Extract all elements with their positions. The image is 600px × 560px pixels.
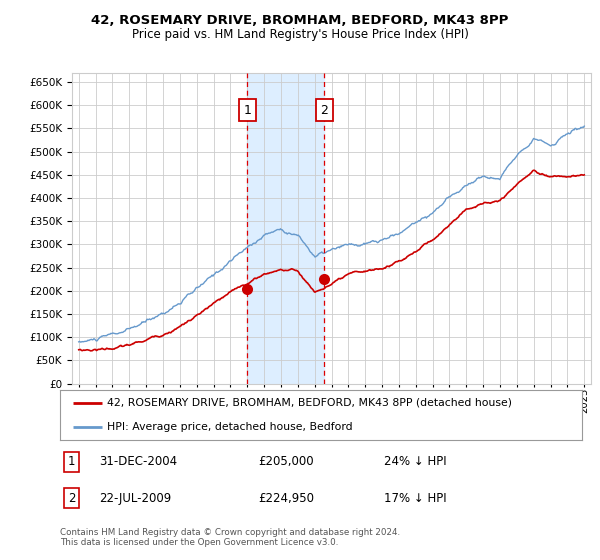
Text: 22-JUL-2009: 22-JUL-2009: [99, 492, 172, 505]
Text: 1: 1: [68, 455, 76, 468]
Text: 24% ↓ HPI: 24% ↓ HPI: [383, 455, 446, 468]
Text: £205,000: £205,000: [259, 455, 314, 468]
Text: HPI: Average price, detached house, Bedford: HPI: Average price, detached house, Bedf…: [107, 422, 353, 432]
Text: 31-DEC-2004: 31-DEC-2004: [99, 455, 177, 468]
Text: 2: 2: [68, 492, 76, 505]
Text: £224,950: £224,950: [259, 492, 314, 505]
Text: 1: 1: [244, 104, 251, 116]
Text: 2: 2: [320, 104, 328, 116]
Text: 42, ROSEMARY DRIVE, BROMHAM, BEDFORD, MK43 8PP (detached house): 42, ROSEMARY DRIVE, BROMHAM, BEDFORD, MK…: [107, 398, 512, 408]
Text: 17% ↓ HPI: 17% ↓ HPI: [383, 492, 446, 505]
Text: Contains HM Land Registry data © Crown copyright and database right 2024.
This d: Contains HM Land Registry data © Crown c…: [60, 528, 400, 547]
Text: Price paid vs. HM Land Registry's House Price Index (HPI): Price paid vs. HM Land Registry's House …: [131, 28, 469, 41]
Bar: [247, 73, 325, 384]
Text: 42, ROSEMARY DRIVE, BROMHAM, BEDFORD, MK43 8PP: 42, ROSEMARY DRIVE, BROMHAM, BEDFORD, MK…: [91, 14, 509, 27]
